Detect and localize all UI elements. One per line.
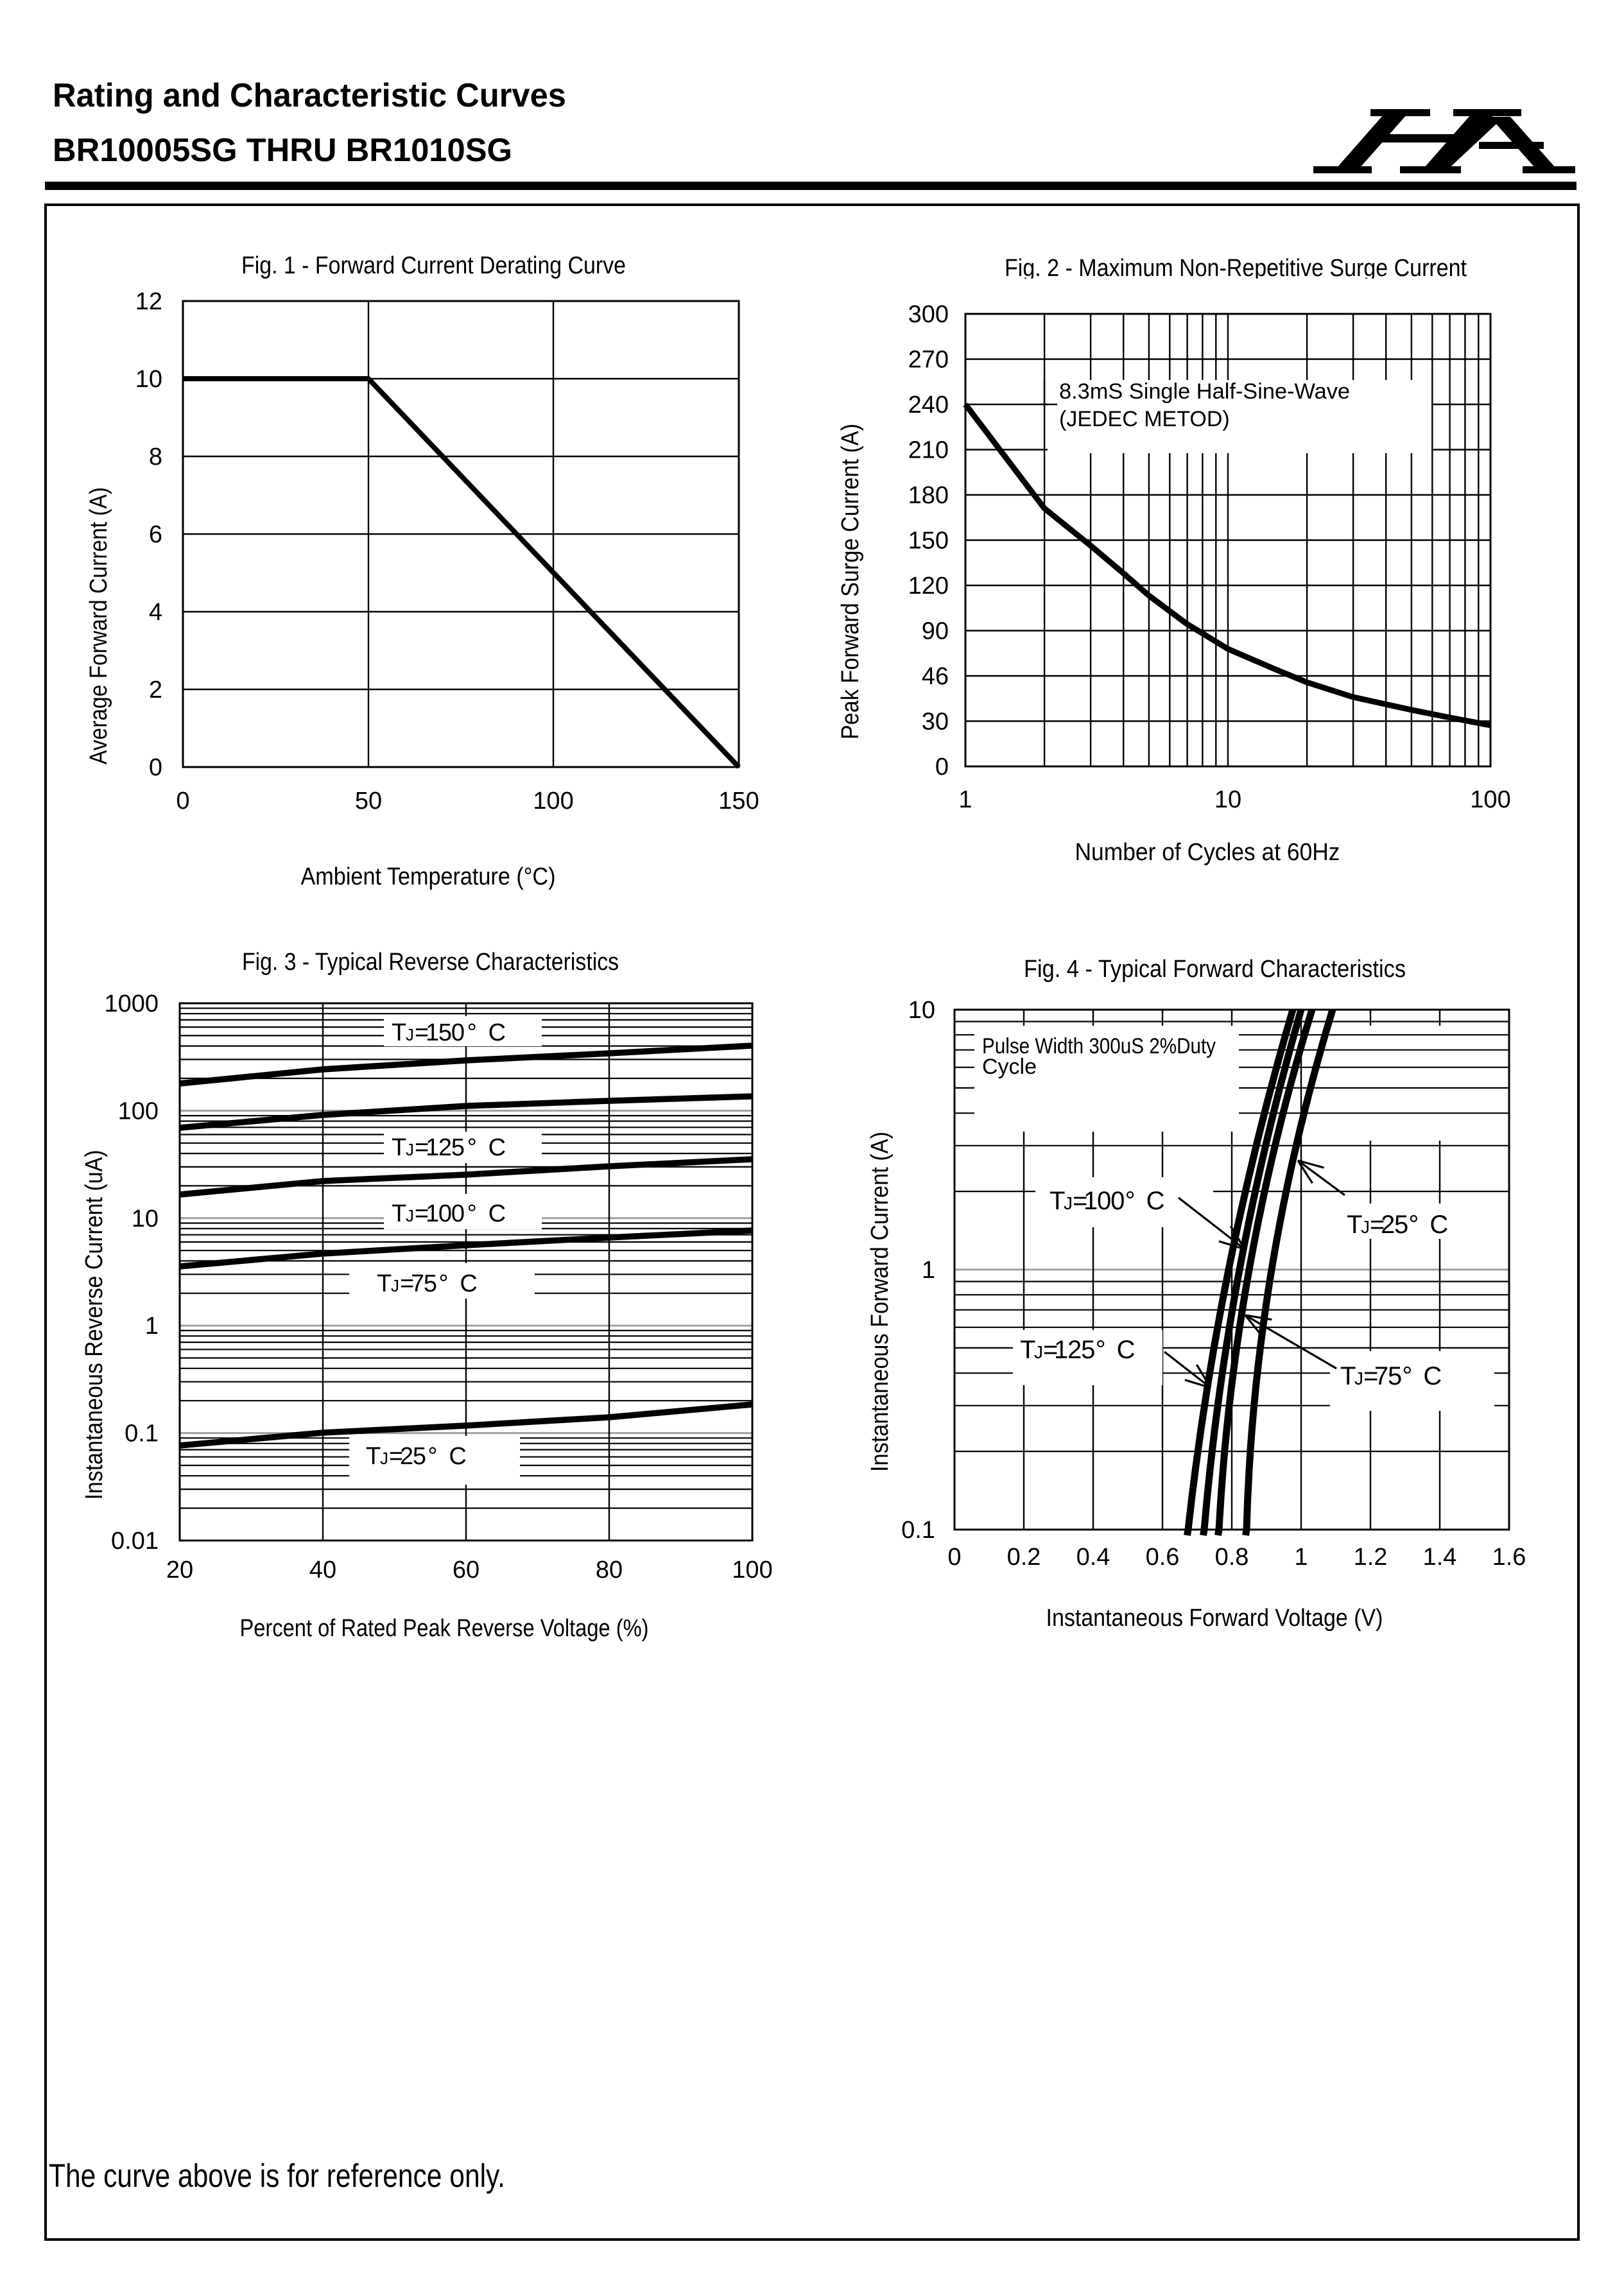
- svg-text:BR10005SG THRU BR1010SG: BR10005SG THRU BR1010SG: [53, 132, 512, 168]
- svg-text:90: 90: [922, 618, 949, 645]
- svg-text:210: 210: [908, 437, 949, 464]
- svg-text:2: 2: [149, 677, 162, 703]
- svg-text:TJ=75°C: TJ=75° C: [377, 1270, 478, 1297]
- svg-text:10: 10: [135, 366, 162, 393]
- svg-text:0: 0: [935, 754, 949, 781]
- svg-text:The curve above is for referen: The curve above is for reference only.: [49, 2157, 505, 2194]
- svg-text:0: 0: [176, 788, 189, 815]
- svg-text:Fig. 3 - Typical Reverse Chara: Fig. 3 - Typical Reverse Characteristics: [242, 949, 619, 976]
- svg-text:0.4: 0.4: [1076, 1544, 1110, 1571]
- svg-text:100: 100: [1470, 786, 1510, 813]
- svg-text:TJ=25°C: TJ=25° C: [1347, 1211, 1448, 1239]
- svg-text:100: 100: [118, 1098, 159, 1125]
- svg-text:Peak Forward Surge Current (A): Peak Forward Surge Current (A): [837, 424, 864, 739]
- svg-text:Ambient Temperature (°C): Ambient Temperature (°C): [301, 863, 556, 890]
- svg-text:TJ=150°C: TJ=150 ° C: [392, 1019, 506, 1046]
- svg-text:Average Forward Current (A): Average Forward Current (A): [85, 487, 112, 764]
- svg-text:30: 30: [922, 709, 949, 736]
- svg-text:6: 6: [149, 521, 162, 548]
- svg-text:0.1: 0.1: [901, 1517, 935, 1544]
- svg-text:50: 50: [355, 788, 382, 815]
- svg-text:60: 60: [453, 1557, 479, 1584]
- svg-text:Number of Cycles at 60Hz: Number of Cycles at 60Hz: [1075, 839, 1340, 866]
- svg-text:1.4: 1.4: [1423, 1544, 1457, 1571]
- svg-text:240: 240: [908, 392, 949, 419]
- svg-text:150: 150: [908, 528, 949, 555]
- svg-text:10: 10: [132, 1205, 159, 1232]
- svg-text:0: 0: [149, 754, 162, 781]
- svg-text:TJ=125°C: TJ=125°C: [1020, 1336, 1135, 1364]
- svg-text:0.2: 0.2: [1007, 1544, 1041, 1571]
- svg-text:0.6: 0.6: [1146, 1544, 1180, 1571]
- svg-text:Rating and Characteristic Curv: Rating and Characteristic Curves: [53, 77, 566, 114]
- svg-text:1.2: 1.2: [1354, 1544, 1388, 1571]
- svg-text:20: 20: [166, 1557, 193, 1584]
- svg-text:8.3mS Single Half-Sine-Wave: 8.3mS Single Half-Sine-Wave: [1059, 379, 1350, 404]
- svg-text:1000: 1000: [104, 990, 159, 1017]
- svg-text:270: 270: [908, 347, 949, 374]
- svg-text:40: 40: [309, 1557, 336, 1584]
- svg-text:300: 300: [908, 301, 949, 328]
- svg-text:150: 150: [718, 788, 759, 815]
- svg-text:Pulse Width 300uS 2%Duty: Pulse Width 300uS 2%Duty: [982, 1034, 1216, 1058]
- svg-text:1: 1: [958, 786, 972, 813]
- svg-text:TJ=25°C: TJ=25° C: [366, 1443, 467, 1470]
- svg-text:8: 8: [149, 444, 162, 470]
- svg-text:Percent of Rated Peak Reverse: Percent of Rated Peak Reverse Voltage (%…: [240, 1615, 649, 1642]
- svg-text:1: 1: [922, 1257, 935, 1284]
- svg-text:TJ=75°C: TJ=75° C: [1340, 1362, 1442, 1390]
- svg-text:Instantaneous Reverse Current: Instantaneous Reverse Current (uA): [81, 1150, 108, 1500]
- svg-text:80: 80: [596, 1557, 623, 1584]
- svg-text:180: 180: [908, 482, 949, 509]
- svg-text:(JEDEC METOD): (JEDEC METOD): [1059, 407, 1230, 431]
- svg-text:1.6: 1.6: [1492, 1544, 1526, 1571]
- svg-text:1: 1: [1294, 1544, 1308, 1571]
- svg-text:12: 12: [135, 288, 162, 315]
- svg-text:0: 0: [947, 1544, 961, 1571]
- svg-text:TJ=100°C: TJ=100°C: [392, 1200, 506, 1227]
- svg-text:Instantaneous Forward Voltage: Instantaneous Forward Voltage (V): [1046, 1605, 1383, 1632]
- svg-text:120: 120: [908, 573, 949, 600]
- svg-text:100: 100: [732, 1557, 772, 1584]
- svg-text:Fig. 4 - Typical Forward Chara: Fig. 4 - Typical Forward Characteristics: [1024, 956, 1406, 983]
- svg-text:0.01: 0.01: [111, 1528, 159, 1555]
- svg-text:10: 10: [1214, 786, 1241, 813]
- svg-text:Fig. 1 - Forward Current Derat: Fig. 1 - Forward Current Derating Curve: [241, 252, 626, 279]
- svg-text:46: 46: [922, 663, 949, 690]
- svg-text:TJ=125°C: TJ=125°C: [392, 1134, 506, 1161]
- svg-text:Instantaneous Forward Current: Instantaneous Forward Current (A): [867, 1132, 894, 1472]
- svg-text:1: 1: [145, 1313, 159, 1340]
- svg-text:Cycle: Cycle: [982, 1055, 1037, 1079]
- svg-text:0.8: 0.8: [1215, 1544, 1249, 1571]
- svg-text:TJ=100°C: TJ=100°C: [1050, 1187, 1164, 1215]
- svg-text:4: 4: [149, 599, 162, 626]
- svg-text:0.1: 0.1: [125, 1420, 159, 1447]
- svg-text:100: 100: [533, 788, 573, 815]
- svg-text:10: 10: [908, 997, 935, 1024]
- svg-text:Fig. 2 - Maximum Non-Repetitiv: Fig. 2 - Maximum Non-Repetitive Surge Cu…: [1005, 255, 1467, 282]
